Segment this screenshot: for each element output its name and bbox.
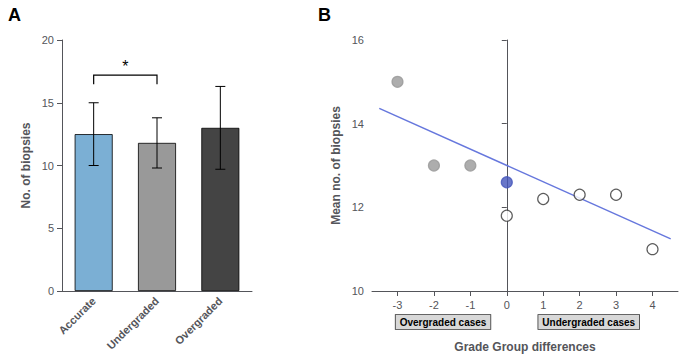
svg-text:5: 5 [48, 222, 54, 234]
svg-text:10: 10 [352, 285, 364, 297]
svg-text:14: 14 [352, 118, 364, 130]
svg-text:2: 2 [577, 299, 583, 311]
svg-text:Accurate: Accurate [56, 295, 98, 337]
svg-text:A: A [8, 5, 21, 25]
svg-text:Grade Group differences: Grade Group differences [454, 340, 596, 354]
svg-text:-3: -3 [393, 299, 403, 311]
svg-text:*: * [122, 58, 128, 75]
svg-text:10: 10 [42, 160, 54, 172]
svg-text:0: 0 [48, 285, 54, 297]
svg-text:No. of biopsies: No. of biopsies [19, 122, 33, 208]
svg-text:15: 15 [42, 97, 54, 109]
svg-text:Undergraded: Undergraded [104, 295, 161, 352]
svg-text:16: 16 [352, 34, 364, 46]
svg-text:B: B [318, 5, 331, 25]
svg-text:Undergraded cases: Undergraded cases [542, 317, 635, 328]
svg-text:1: 1 [540, 299, 546, 311]
svg-text:4: 4 [649, 299, 655, 311]
svg-text:0: 0 [504, 299, 510, 311]
svg-text:-1: -1 [465, 299, 475, 311]
svg-text:Overgraded cases: Overgraded cases [400, 317, 487, 328]
svg-text:20: 20 [42, 34, 54, 46]
svg-text:Overgraded: Overgraded [172, 295, 224, 347]
svg-text:12: 12 [352, 201, 364, 213]
svg-text:-2: -2 [429, 299, 439, 311]
svg-text:3: 3 [613, 299, 619, 311]
svg-text:Mean no. of biopsies: Mean no. of biopsies [329, 106, 343, 225]
